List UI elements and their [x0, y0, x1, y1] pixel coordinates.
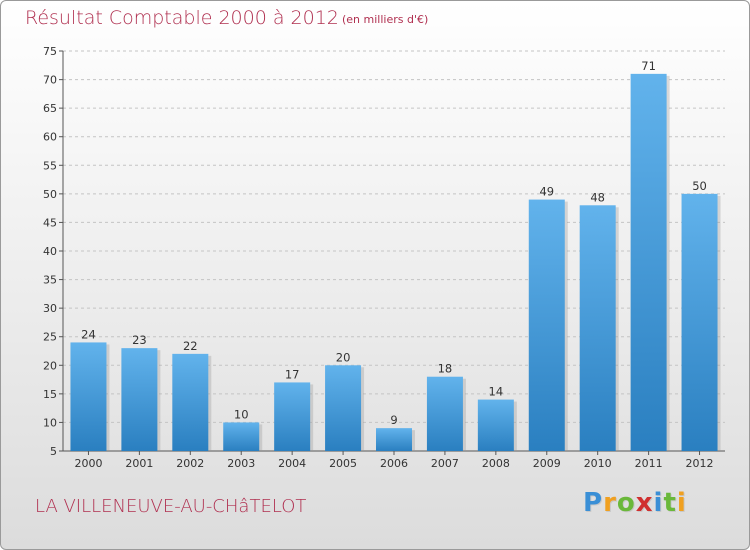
value-label: 20 [336, 350, 351, 364]
value-label: 50 [692, 179, 707, 193]
logo-letter: o [616, 488, 636, 518]
y-tick-label: 30 [43, 302, 57, 315]
y-tick-label: 65 [43, 102, 57, 115]
value-label: 9 [390, 413, 397, 427]
value-label: 48 [590, 190, 605, 204]
y-tick-label: 25 [43, 331, 57, 344]
bar-2005 [325, 365, 362, 451]
value-label: 17 [285, 367, 300, 381]
bar-2002 [172, 353, 209, 451]
value-label: 49 [539, 185, 554, 199]
logo-letter: i [676, 488, 687, 518]
value-label: 23 [132, 333, 147, 347]
bar-2006 [376, 428, 412, 451]
y-tick-label: 45 [43, 216, 57, 229]
y-tick-label: 5 [50, 445, 57, 458]
logo-letter: P [583, 488, 604, 518]
bar-2010 [579, 205, 616, 451]
x-tick-label: 2012 [686, 457, 714, 470]
x-tick-label: 2002 [176, 457, 204, 470]
bar-2004 [274, 382, 311, 451]
y-tick-label: 35 [43, 274, 57, 287]
value-label: 18 [438, 362, 453, 376]
x-tick-label: 2003 [227, 457, 255, 470]
y-tick-label: 10 [43, 416, 57, 429]
y-tick-label: 20 [43, 359, 57, 372]
bar-2009 [528, 199, 565, 451]
chart-title: Résultat Comptable 2000 à 2012 [25, 7, 339, 29]
bar-2011 [630, 73, 667, 451]
x-tick-label: 2010 [584, 457, 612, 470]
y-tick-label: 50 [43, 188, 57, 201]
y-tick-label: 60 [43, 131, 57, 144]
y-tick-label: 70 [43, 74, 57, 87]
bar-2012 [681, 193, 718, 451]
commune-name: LA VILLENEUVE-AU-CHâTELOT [35, 496, 307, 517]
x-tick-label: 2000 [74, 457, 102, 470]
bar-2007 [426, 376, 463, 451]
value-label: 71 [641, 59, 656, 73]
x-tick-label: 2009 [533, 457, 561, 470]
x-tick-label: 2007 [431, 457, 459, 470]
bar-2000 [70, 342, 107, 451]
x-tick-label: 2008 [482, 457, 510, 470]
chart-subtitle: (en milliers d'€) [342, 13, 429, 26]
x-tick-label: 2004 [278, 457, 306, 470]
value-label: 24 [81, 327, 96, 341]
x-tick-label: 2006 [380, 457, 408, 470]
x-tick-label: 2001 [125, 457, 153, 470]
value-label: 10 [234, 407, 249, 421]
x-tick-label: 2011 [635, 457, 663, 470]
bar-2003 [223, 422, 260, 451]
logo-letter: x [635, 488, 654, 518]
logo-letter: t [663, 488, 677, 518]
bar-2008 [477, 399, 514, 451]
logo-letter: r [603, 488, 617, 518]
x-tick-label: 2005 [329, 457, 357, 470]
y-tick-label: 15 [43, 388, 57, 401]
logo-letter: i [653, 488, 664, 518]
bar-2001 [121, 348, 158, 451]
value-label: 14 [489, 385, 504, 399]
y-tick-label: 55 [43, 159, 57, 172]
y-tick-label: 40 [43, 245, 57, 258]
proxiti-logo: Proxiti [583, 488, 687, 518]
value-label: 22 [183, 339, 198, 353]
y-tick-label: 75 [43, 45, 57, 58]
